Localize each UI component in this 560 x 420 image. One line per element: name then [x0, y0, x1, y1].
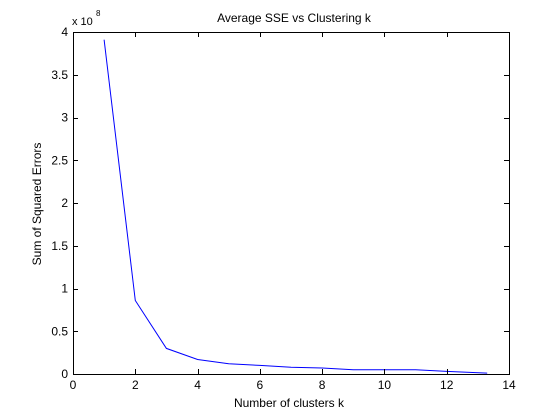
- x-tick-label: 8: [319, 378, 326, 392]
- x-tick-label: 2: [132, 378, 139, 392]
- x-tick-label: 10: [378, 378, 392, 392]
- y-tick-label: 1.5: [51, 239, 68, 253]
- plot-area: [73, 32, 509, 374]
- y-tick-label: 0: [61, 367, 68, 381]
- y-tick-label: 3: [61, 111, 68, 125]
- x-tick-label: 12: [440, 378, 454, 392]
- x-tick-label: 0: [70, 378, 77, 392]
- y-axis-label: Sum of Squared Errors: [30, 143, 44, 266]
- x-tick-label: 6: [257, 378, 264, 392]
- y-tick-label: 1: [61, 282, 68, 296]
- y-exponent-power: 8: [96, 9, 101, 18]
- y-tick-label: 0.5: [51, 324, 68, 338]
- y-tick-label: 3.5: [51, 68, 68, 82]
- x-axis-label: Number of clusters k: [234, 396, 345, 410]
- y-tick-label: 4: [61, 25, 68, 39]
- chart-title: Average SSE vs Clustering k: [217, 11, 372, 25]
- y-tick-label: 2: [61, 196, 68, 210]
- y-tick-label: 2.5: [51, 153, 68, 167]
- series-line-0: [103, 39, 488, 374]
- x-tick-label: 4: [194, 378, 201, 392]
- x-tick-label: 14: [502, 378, 516, 392]
- ticks-layer: 0 2 4 6 8 10 12 14 0 0.5 1 1.5 2 2.5 3 3.5 4: [51, 25, 516, 392]
- series-layer: [103, 39, 488, 374]
- y-exponent-base: x 10: [72, 16, 93, 28]
